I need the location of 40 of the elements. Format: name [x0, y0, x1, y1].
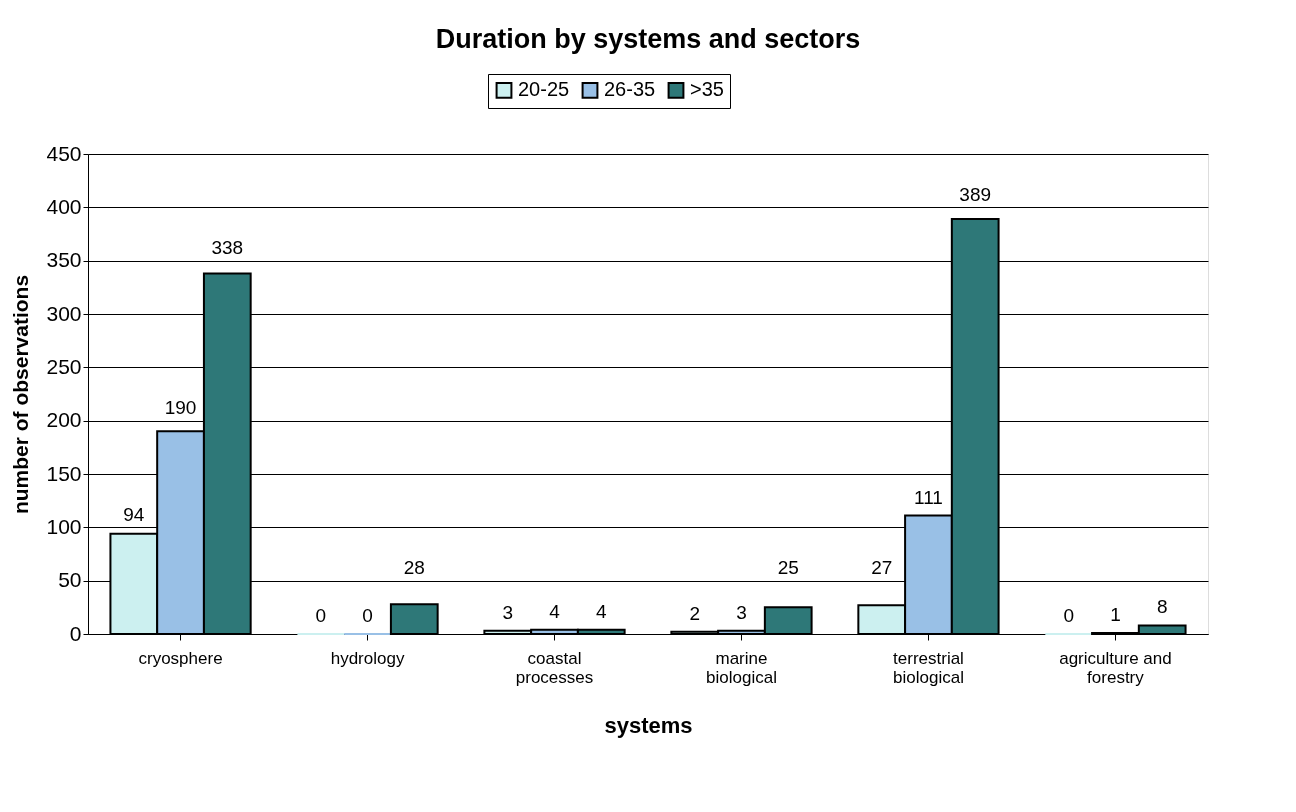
y-tick-label: 450: [46, 141, 82, 165]
x-tick-label: terrestrial biological: [893, 648, 964, 687]
y-tick-label: 300: [46, 301, 82, 325]
data-label: 111: [914, 486, 943, 508]
data-label: 8: [1156, 596, 1168, 618]
data-label: 4: [549, 600, 561, 622]
data-label: 3: [502, 601, 514, 623]
data-label: 94: [123, 503, 145, 525]
data-label: 1: [1110, 603, 1121, 625]
x-tick-label: hydrology: [330, 648, 405, 668]
data-label: 190: [164, 397, 197, 419]
x-tick-label: agriculture and forestry: [1059, 648, 1172, 687]
data-label: 338: [211, 237, 244, 259]
data-label: 0: [1063, 605, 1074, 626]
y-tick-label: 250: [46, 354, 82, 378]
data-label: 28: [403, 557, 425, 579]
data-label: 3: [736, 601, 747, 623]
x-axis-title: systems: [604, 712, 693, 738]
y-tick-label: 350: [46, 248, 82, 272]
chart-title: Duration by systems and sectors: [435, 23, 861, 54]
data-label: 2: [689, 602, 701, 624]
data-label: 0: [315, 605, 327, 626]
legend-label: 20-25: [518, 78, 570, 101]
data-label: 4: [595, 600, 607, 622]
data-label: 25: [777, 557, 799, 579]
y-tick-label: 400: [46, 194, 82, 218]
y-tick-label: 100: [46, 514, 82, 538]
legend-label: 26-35: [604, 78, 656, 101]
x-tick-label: coastal processes: [515, 648, 594, 687]
y-tick-label: 0: [69, 621, 82, 645]
x-tick-label: marine biological: [706, 648, 777, 687]
data-label: 389: [959, 184, 992, 206]
data-label: 0: [362, 605, 373, 626]
y-tick-label: 200: [46, 408, 82, 432]
legend-label: >35: [690, 78, 724, 101]
data-label: 27: [871, 557, 893, 579]
y-tick-label: 50: [58, 568, 82, 592]
y-tick-label: 150: [46, 461, 82, 485]
y-axis-title: number of observations: [9, 274, 33, 515]
x-tick-label: cryosphere: [138, 648, 223, 668]
